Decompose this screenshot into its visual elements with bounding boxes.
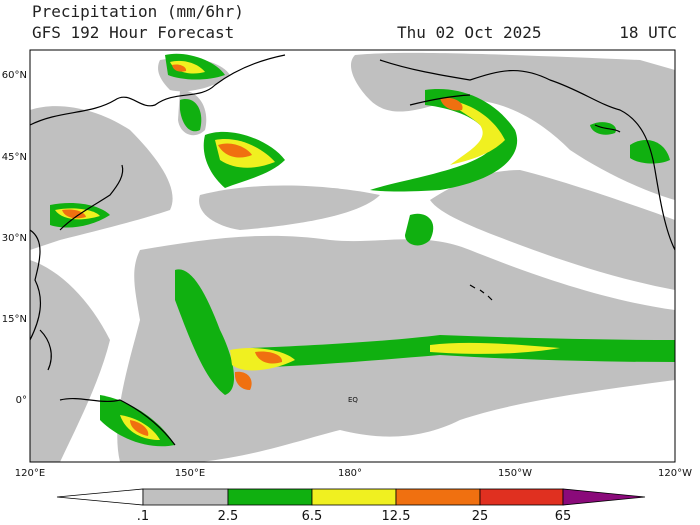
map-annotation: EQ <box>348 396 358 404</box>
date: Thu 02 Oct 2025 <box>397 23 542 42</box>
colorbar-label: 12.5 <box>382 509 411 524</box>
coastlines <box>30 54 675 446</box>
time: 18 UTC <box>619 23 677 42</box>
colorbar-swatch <box>142 488 229 506</box>
title: Precipitation (mm/6hr) <box>32 2 244 21</box>
lon-label: 180° <box>338 468 362 479</box>
lat-label: 45°N <box>2 152 27 163</box>
precip-very-heavy <box>62 64 463 436</box>
colorbar-labels: .1 2.5 6.5 12.5 25 65 <box>137 509 571 524</box>
lon-axis: 120°E 150°E 180° 150°W 120°W <box>15 468 692 479</box>
map-annotation: ID <box>350 42 357 50</box>
colorbar-swatch <box>479 488 564 506</box>
map-frame <box>29 49 676 463</box>
lat-label: 15°N <box>2 314 27 325</box>
colorbar-swatch <box>395 488 481 506</box>
lat-label: 60°N <box>2 70 27 81</box>
colorbar-label: 2.5 <box>218 509 239 524</box>
colorbar-label: .1 <box>137 509 149 524</box>
colorbar <box>56 488 646 506</box>
colorbar-label: 25 <box>472 509 489 524</box>
subtitle: GFS 192 Hour Forecast <box>32 23 234 42</box>
lon-label: 150°W <box>498 468 532 479</box>
lat-label: 30°N <box>2 233 27 244</box>
lon-label: 120°E <box>15 468 45 479</box>
map: ID EQ 60°N 45°N 30°N 15°N 0° 120°E 150°E… <box>2 42 692 479</box>
precip-field: ID EQ <box>30 42 675 462</box>
colorbar-swatch <box>311 488 397 506</box>
lat-axis: 60°N 45°N 30°N 15°N 0° <box>2 70 27 406</box>
colorbar-swatch <box>56 488 144 506</box>
lon-label: 150°E <box>175 468 205 479</box>
colorbar-label: 6.5 <box>302 509 323 524</box>
colorbar-label: 65 <box>555 509 572 524</box>
lon-label: 120°W <box>658 468 692 479</box>
colorbar-swatch <box>562 488 646 506</box>
lat-label: 0° <box>16 395 27 406</box>
colorbar-swatch <box>227 488 313 506</box>
